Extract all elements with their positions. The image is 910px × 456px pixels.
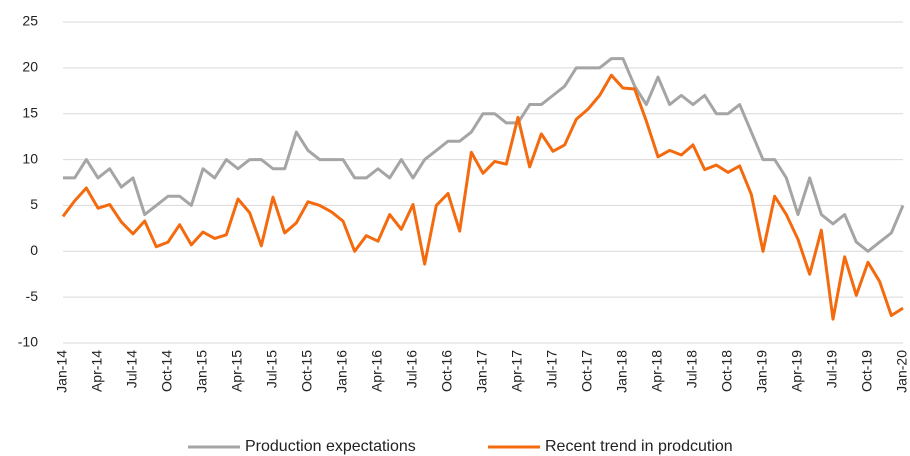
y-tick-label: 15 <box>22 104 38 120</box>
x-tick-label: Jan-18 <box>614 350 630 393</box>
x-tick-label: Jan-16 <box>334 350 350 393</box>
y-tick-label: 25 <box>22 13 38 29</box>
legend-label: Production expectations <box>245 438 416 455</box>
x-tick-label: Apr-15 <box>229 350 245 392</box>
x-tick-label: Jul-17 <box>544 350 560 388</box>
x-tick-label: Jan-17 <box>474 350 490 393</box>
x-tick-label: Oct-19 <box>859 350 875 392</box>
y-tick-label: 5 <box>30 196 38 212</box>
x-tick-label: Apr-18 <box>649 350 665 392</box>
y-tick-label: -10 <box>18 334 38 350</box>
y-tick-label: 10 <box>22 150 38 166</box>
x-tick-label: Jan-20 <box>894 350 910 393</box>
x-tick-label: Oct-18 <box>719 350 735 392</box>
x-tick-label: Apr-17 <box>509 350 525 392</box>
x-tick-label: Jul-16 <box>404 350 420 388</box>
y-tick-label: 0 <box>30 242 38 258</box>
x-tick-label: Jul-15 <box>264 350 280 388</box>
x-tick-label: Apr-19 <box>789 350 805 392</box>
x-tick-label: Oct-14 <box>159 350 175 392</box>
x-tick-label: Oct-16 <box>439 350 455 392</box>
series-line <box>61 73 904 321</box>
series-line <box>63 57 905 253</box>
x-tick-label: Apr-14 <box>89 350 105 392</box>
y-tick-label: 20 <box>22 59 38 75</box>
legend-label: Recent trend in prodcution <box>545 438 733 455</box>
x-tick-label: Jan-19 <box>754 350 770 393</box>
x-tick-label: Oct-17 <box>579 350 595 392</box>
y-tick-label: -5 <box>26 288 39 304</box>
x-tick-label: Jan-15 <box>194 350 210 393</box>
x-tick-label: Apr-16 <box>369 350 385 392</box>
x-tick-label: Jan-14 <box>54 350 70 393</box>
x-tick-label: Oct-15 <box>299 350 315 392</box>
x-tick-label: Jul-19 <box>824 350 840 388</box>
x-tick-label: Jul-14 <box>124 350 140 388</box>
x-tick-label: Jul-18 <box>684 350 700 388</box>
